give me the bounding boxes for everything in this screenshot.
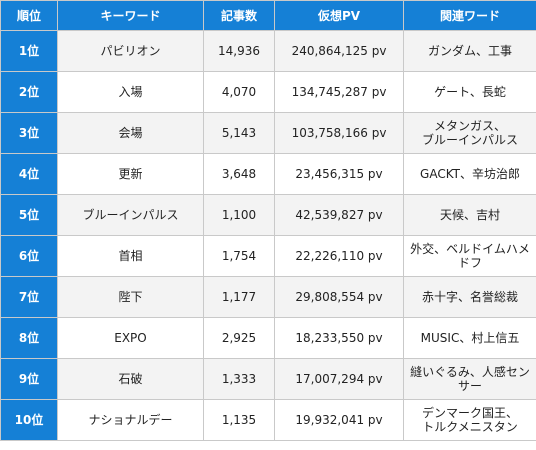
keyword-cell: 更新 xyxy=(57,153,204,195)
pv-cell: 19,932,041 pv xyxy=(274,399,404,441)
table-row: 9位 石破 1,333 17,007,294 pv 縫いぐるみ、人感センサー xyxy=(0,358,536,400)
keyword-cell: 会場 xyxy=(57,112,204,154)
related-cell: GACKT、辛坊治郎 xyxy=(403,153,536,195)
table-row: 3位 会場 5,143 103,758,166 pv メタンガス、 ブルーインパ… xyxy=(0,112,536,154)
articles-cell: 1,135 xyxy=(203,399,275,441)
keyword-cell: 首相 xyxy=(57,235,204,277)
related-cell: ガンダム、工事 xyxy=(403,30,536,72)
articles-cell: 14,936 xyxy=(203,30,275,72)
related-cell: デンマーク国王、 トルクメニスタン xyxy=(403,399,536,441)
related-cell: 天候、吉村 xyxy=(403,194,536,236)
articles-cell: 5,143 xyxy=(203,112,275,154)
keyword-cell: 陛下 xyxy=(57,276,204,318)
pv-cell: 23,456,315 pv xyxy=(274,153,404,195)
header-articles: 記事数 xyxy=(203,0,275,31)
related-cell: MUSIC、村上信五 xyxy=(403,317,536,359)
articles-cell: 1,100 xyxy=(203,194,275,236)
rank-cell: 1位 xyxy=(0,30,58,72)
keyword-cell: EXPO xyxy=(57,317,204,359)
articles-cell: 1,333 xyxy=(203,358,275,400)
articles-cell: 3,648 xyxy=(203,153,275,195)
table-row: 8位 EXPO 2,925 18,233,550 pv MUSIC、村上信五 xyxy=(0,317,536,359)
keyword-cell: 石破 xyxy=(57,358,204,400)
table-row: 5位 ブルーインパルス 1,100 42,539,827 pv 天候、吉村 xyxy=(0,194,536,236)
related-cell: 縫いぐるみ、人感センサー xyxy=(403,358,536,400)
header-row: 順位 キーワード 記事数 仮想PV 関連ワード xyxy=(0,0,536,31)
pv-cell: 22,226,110 pv xyxy=(274,235,404,277)
pv-cell: 134,745,287 pv xyxy=(274,71,404,113)
keyword-cell: ブルーインパルス xyxy=(57,194,204,236)
table-row: 2位 入場 4,070 134,745,287 pv ゲート、長蛇 xyxy=(0,71,536,113)
related-cell: メタンガス、 ブルーインパルス xyxy=(403,112,536,154)
keyword-cell: パビリオン xyxy=(57,30,204,72)
pv-cell: 42,539,827 pv xyxy=(274,194,404,236)
rank-cell: 9位 xyxy=(0,358,58,400)
table-row: 1位 パビリオン 14,936 240,864,125 pv ガンダム、工事 xyxy=(0,30,536,72)
related-cell: 赤十字、名誉総裁 xyxy=(403,276,536,318)
rank-cell: 5位 xyxy=(0,194,58,236)
articles-cell: 2,925 xyxy=(203,317,275,359)
rank-cell: 3位 xyxy=(0,112,58,154)
articles-cell: 1,754 xyxy=(203,235,275,277)
pv-cell: 29,808,554 pv xyxy=(274,276,404,318)
related-cell: 外交、ベルドイムハメドフ xyxy=(403,235,536,277)
rank-cell: 6位 xyxy=(0,235,58,277)
related-cell: ゲート、長蛇 xyxy=(403,71,536,113)
rank-cell: 7位 xyxy=(0,276,58,318)
rank-cell: 10位 xyxy=(0,399,58,441)
rank-cell: 4位 xyxy=(0,153,58,195)
header-related: 関連ワード xyxy=(403,0,536,31)
pv-cell: 18,233,550 pv xyxy=(274,317,404,359)
keyword-cell: ナショナルデー xyxy=(57,399,204,441)
header-keyword: キーワード xyxy=(57,0,204,31)
pv-cell: 103,758,166 pv xyxy=(274,112,404,154)
table-row: 7位 陛下 1,177 29,808,554 pv 赤十字、名誉総裁 xyxy=(0,276,536,318)
articles-cell: 1,177 xyxy=(203,276,275,318)
table-row: 4位 更新 3,648 23,456,315 pv GACKT、辛坊治郎 xyxy=(0,153,536,195)
pv-cell: 17,007,294 pv xyxy=(274,358,404,400)
rank-cell: 2位 xyxy=(0,71,58,113)
pv-cell: 240,864,125 pv xyxy=(274,30,404,72)
keyword-cell: 入場 xyxy=(57,71,204,113)
table-row: 10位 ナショナルデー 1,135 19,932,041 pv デンマーク国王、… xyxy=(0,399,536,441)
articles-cell: 4,070 xyxy=(203,71,275,113)
table-row: 6位 首相 1,754 22,226,110 pv 外交、ベルドイムハメドフ xyxy=(0,235,536,277)
rank-cell: 8位 xyxy=(0,317,58,359)
header-pv: 仮想PV xyxy=(274,0,404,31)
header-rank: 順位 xyxy=(0,0,58,31)
